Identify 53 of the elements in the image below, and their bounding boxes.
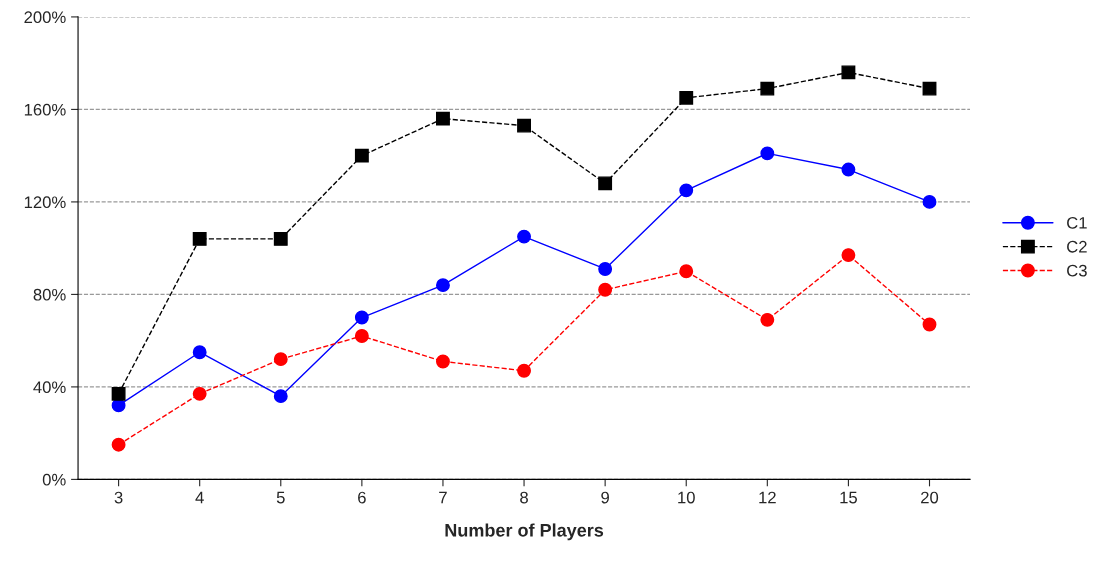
point: [598, 262, 613, 276]
x-tick-label: 12: [759, 491, 776, 504]
point: [111, 437, 126, 452]
x-tick-label: 8: [520, 491, 528, 504]
point: [679, 90, 694, 105]
point: [436, 278, 450, 293]
y-tick-label: 160%: [24, 103, 66, 116]
point: [922, 194, 937, 209]
point: [679, 264, 694, 279]
x-tick-label: 6: [358, 491, 366, 504]
point: [760, 146, 775, 161]
point: [436, 111, 450, 126]
x-tick-label: 10: [678, 491, 695, 504]
x-tick-label: 20: [921, 491, 939, 504]
legend-label: C1: [1067, 216, 1087, 229]
point: [273, 352, 288, 367]
x-tick-label: 15: [840, 491, 857, 504]
point: [192, 231, 207, 246]
point: [922, 81, 937, 96]
point: [354, 329, 369, 343]
x-tick-label: 7: [439, 491, 447, 504]
point: [841, 162, 856, 177]
point: [273, 389, 288, 404]
point: [436, 354, 450, 369]
y-tick-label: 120%: [24, 196, 66, 209]
y-tick-label: 80%: [33, 288, 66, 301]
point: [679, 183, 694, 198]
point: [760, 312, 775, 327]
x-tick-label: 3: [114, 491, 123, 504]
point: [517, 363, 531, 378]
legend-label: C3: [1067, 264, 1087, 277]
x-tick-label: 4: [195, 491, 204, 504]
point: [111, 386, 126, 401]
y-tick-label: 200%: [24, 11, 66, 24]
point: [760, 81, 775, 96]
x-tick-label: 9: [601, 491, 609, 504]
point: [841, 248, 856, 263]
x-tick-label: 5: [276, 491, 285, 504]
legend-label: C2: [1067, 240, 1087, 253]
y-tick-label: 40%: [33, 381, 66, 394]
point: [354, 148, 369, 163]
point: [273, 231, 288, 246]
point: [598, 176, 613, 191]
point: [192, 345, 207, 360]
y-tick-label: 0%: [42, 473, 66, 486]
point: [354, 310, 369, 325]
point: [598, 282, 613, 297]
point: [517, 118, 531, 133]
point: [841, 65, 856, 80]
point: [922, 317, 937, 332]
x-axis-title: Number of Players: [445, 523, 604, 541]
point: [192, 386, 207, 401]
point: [517, 229, 531, 244]
